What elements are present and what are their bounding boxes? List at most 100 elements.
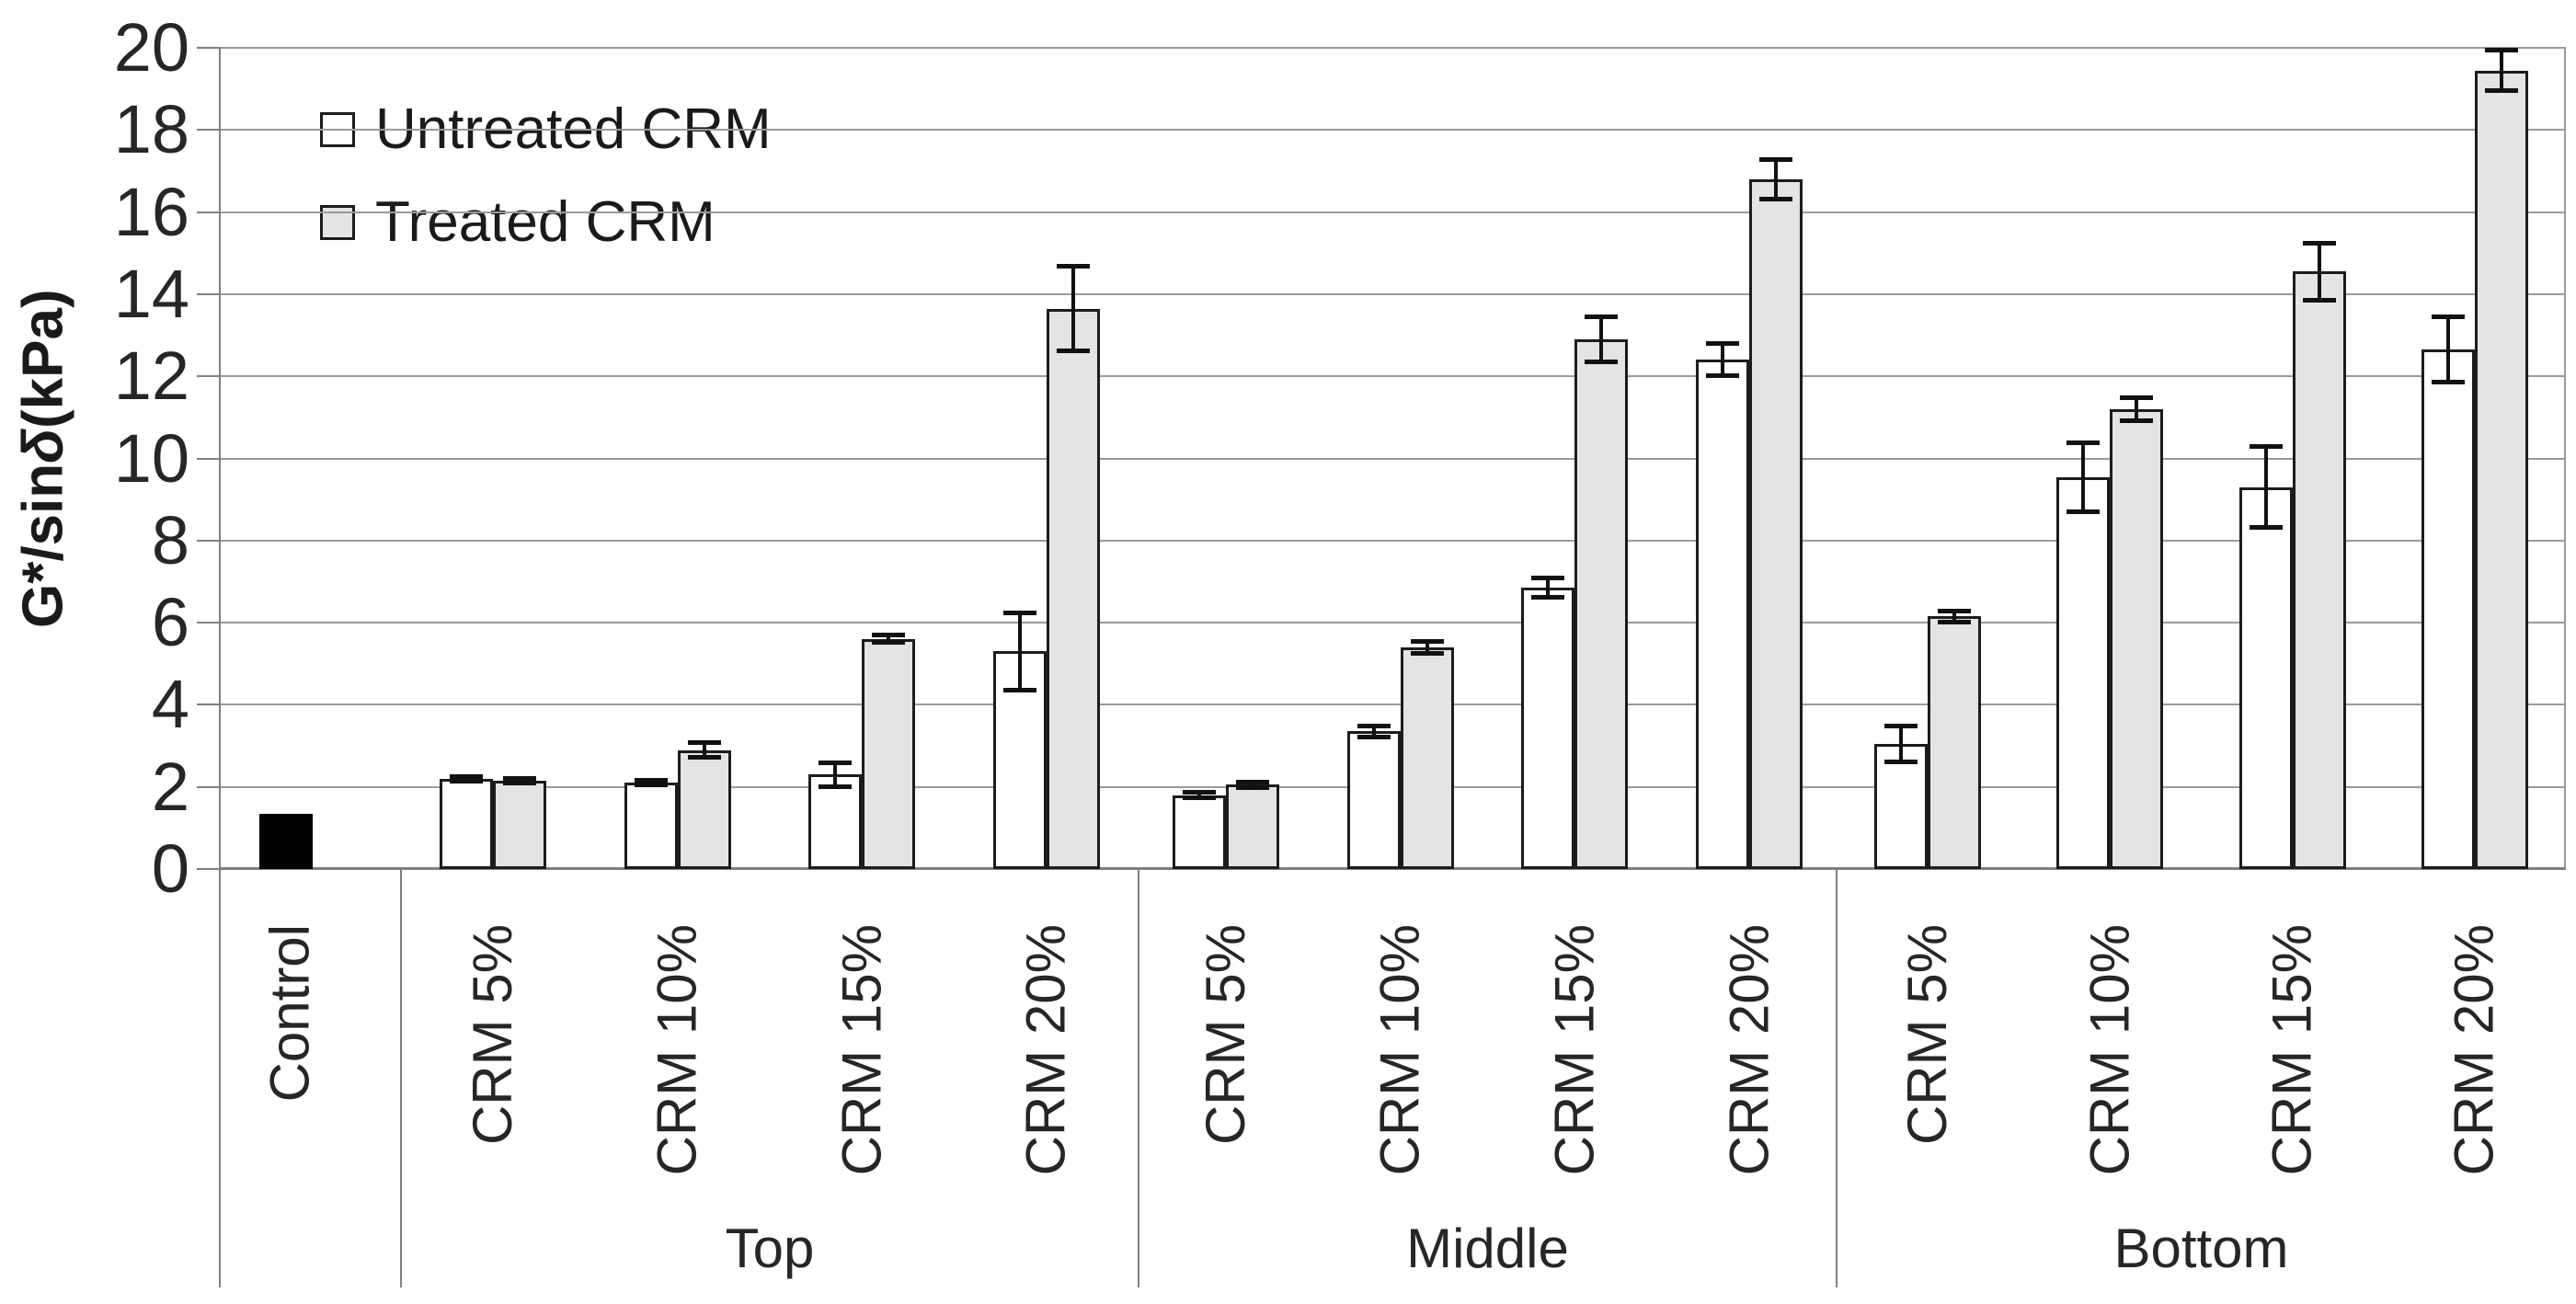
- gridline: [221, 457, 2566, 460]
- group-label-bottom: Bottom: [2113, 1218, 2289, 1279]
- category-divider: [1836, 869, 1838, 1287]
- legend-swatch-treated-crm: [320, 205, 355, 240]
- gridline: [221, 292, 2566, 295]
- error-bar-cap-bottom-middle-crm-5-treated-crm: [1235, 784, 1269, 790]
- error-bar-line-bottom-crm-20-untreated-crm: [2445, 316, 2450, 383]
- error-bar-cap-bottom-middle-crm-10-untreated-crm: [1357, 735, 1391, 740]
- y-tick: [197, 375, 221, 378]
- error-bar-cap-bottom-bottom-crm-5-treated-crm: [1938, 620, 1972, 625]
- error-bar-cap-bottom-middle-crm-20-untreated-crm: [1706, 373, 1740, 379]
- x-label-control: Control: [258, 924, 320, 1103]
- y-tick: [197, 457, 221, 460]
- y-tick-label: 14: [113, 255, 189, 332]
- y-tick: [197, 785, 221, 788]
- error-bar-cap-top-bottom-crm-15-untreated-crm: [2249, 444, 2283, 450]
- group-label-middle: Middle: [1406, 1218, 1569, 1279]
- bar-middle-crm-5-treated-crm: [1225, 784, 1279, 869]
- gridline: [221, 375, 2566, 378]
- x-label-middle-crm-10: CRM 10%: [1368, 924, 1431, 1176]
- error-bar-cap-bottom-top-crm-20-untreated-crm: [1002, 687, 1036, 692]
- error-bar-line-middle-crm-15-untreated-crm: [1546, 577, 1551, 599]
- error-bar-cap-top-bottom-crm-5-treated-crm: [1938, 608, 1972, 613]
- error-bar-cap-top-middle-crm-15-treated-crm: [1585, 315, 1619, 320]
- error-bar-line-top-crm-5-treated-crm: [518, 777, 522, 784]
- y-tick: [197, 622, 221, 624]
- y-tick: [197, 47, 221, 49]
- error-bar-cap-bottom-middle-crm-5-untreated-crm: [1182, 795, 1216, 801]
- bar-top-crm-15-treated-crm: [862, 638, 916, 869]
- y-tick: [197, 703, 221, 706]
- error-bar-cap-top-middle-crm-15-untreated-crm: [1531, 575, 1565, 580]
- bar-bottom-crm-10-untreated-crm: [2056, 476, 2111, 869]
- error-bar-cap-bottom-middle-crm-20-treated-crm: [1759, 197, 1793, 202]
- legend-item-treated-crm: Treated CRM: [311, 188, 796, 257]
- error-bar-cap-top-bottom-crm-15-treated-crm: [2302, 241, 2336, 246]
- x-label-top-crm-20: CRM 20%: [1014, 924, 1077, 1176]
- error-bar-cap-top-middle-crm-5-untreated-crm: [1182, 790, 1216, 795]
- error-bar-cap-bottom-bottom-crm-20-treated-crm: [2484, 87, 2518, 93]
- y-tick-label: 8: [151, 501, 189, 578]
- error-bar-cap-top-middle-crm-10-untreated-crm: [1357, 723, 1391, 728]
- bar-bottom-crm-20-treated-crm: [2474, 70, 2528, 869]
- error-bar-line-middle-crm-10-treated-crm: [1425, 641, 1429, 654]
- error-bar-cap-bottom-bottom-crm-10-treated-crm: [2120, 418, 2154, 424]
- category-divider: [400, 869, 402, 1287]
- category-divider: [1138, 869, 1139, 1287]
- gridline: [221, 129, 2566, 132]
- y-tick: [197, 868, 221, 870]
- bar-top-crm-15-untreated-crm: [808, 774, 863, 869]
- plot-right-border: [2564, 48, 2566, 869]
- error-bar-cap-top-top-crm-5-untreated-crm: [450, 773, 484, 779]
- error-bar-line-top-crm-15-untreated-crm: [833, 761, 838, 787]
- error-bar-line-bottom-crm-15-treated-crm: [2317, 243, 2321, 301]
- bar-bottom-crm-20-untreated-crm: [2421, 349, 2475, 869]
- bar-top-crm-20-treated-crm: [1046, 308, 1100, 869]
- x-label-middle-crm-5: CRM 5%: [1194, 924, 1256, 1146]
- error-bar-line-bottom-crm-10-treated-crm: [2135, 396, 2139, 422]
- error-bar-line-bottom-crm-20-treated-crm: [2499, 50, 2503, 91]
- gridline: [221, 211, 2566, 213]
- error-bar-cap-top-bottom-crm-20-treated-crm: [2484, 48, 2518, 53]
- bar-middle-crm-15-treated-crm: [1574, 339, 1629, 869]
- x-label-bottom-crm-5: CRM 5%: [1896, 924, 1959, 1146]
- error-bar-cap-bottom-middle-crm-15-treated-crm: [1585, 359, 1619, 364]
- x-label-middle-crm-20: CRM 20%: [1718, 924, 1780, 1176]
- error-bar-cap-bottom-top-crm-5-treated-crm: [503, 781, 537, 786]
- gridline: [221, 539, 2566, 542]
- error-bar-cap-top-bottom-crm-10-untreated-crm: [2067, 440, 2101, 445]
- legend-label-treated-crm: Treated CRM: [375, 190, 716, 254]
- error-bar-line-middle-crm-15-treated-crm: [1599, 316, 1604, 362]
- x-label-bottom-crm-10: CRM 10%: [2078, 924, 2141, 1176]
- y-tick-label: 12: [113, 337, 189, 415]
- x-label-bottom-crm-20: CRM 20%: [2443, 924, 2505, 1176]
- error-bar-cap-top-middle-crm-5-treated-crm: [1235, 780, 1269, 785]
- bar-middle-crm-10-untreated-crm: [1346, 731, 1401, 869]
- error-bar-cap-top-top-crm-20-untreated-crm: [1002, 610, 1036, 615]
- error-bar-cap-bottom-middle-crm-10-treated-crm: [1410, 650, 1444, 656]
- error-bar-line-bottom-crm-10-untreated-crm: [2081, 441, 2086, 512]
- error-bar-line-middle-crm-20-untreated-crm: [1721, 343, 1725, 377]
- x-label-bottom-crm-15: CRM 15%: [2261, 924, 2323, 1176]
- error-bar-line-top-crm-10-untreated-crm: [648, 780, 653, 786]
- y-tick-label: 0: [151, 830, 189, 907]
- error-bar-cap-top-top-crm-15-treated-crm: [872, 633, 906, 638]
- x-label-top-crm-15: CRM 15%: [830, 924, 893, 1176]
- y-tick-label: 20: [113, 9, 189, 86]
- error-bar-line-middle-crm-10-untreated-crm: [1371, 725, 1376, 738]
- error-bar-cap-bottom-bottom-crm-5-untreated-crm: [1884, 759, 1918, 764]
- error-bar-cap-bottom-top-crm-15-treated-crm: [872, 640, 906, 646]
- y-tick: [197, 129, 221, 132]
- error-bar-cap-top-bottom-crm-20-untreated-crm: [2431, 315, 2465, 320]
- x-label-middle-crm-15: CRM 15%: [1543, 924, 1606, 1176]
- error-bar-line-top-crm-5-untreated-crm: [464, 775, 469, 782]
- gridline: [221, 47, 2566, 49]
- error-bar-line-middle-crm-20-treated-crm: [1774, 158, 1779, 200]
- y-tick: [197, 292, 221, 295]
- error-bar-line-bottom-crm-15-untreated-crm: [2263, 446, 2268, 529]
- bar-control: [259, 813, 313, 869]
- y-tick-label: 6: [151, 584, 189, 661]
- error-bar-cap-top-middle-crm-20-treated-crm: [1759, 156, 1793, 162]
- error-bar-cap-top-bottom-crm-5-untreated-crm: [1884, 723, 1918, 728]
- y-tick: [197, 539, 221, 542]
